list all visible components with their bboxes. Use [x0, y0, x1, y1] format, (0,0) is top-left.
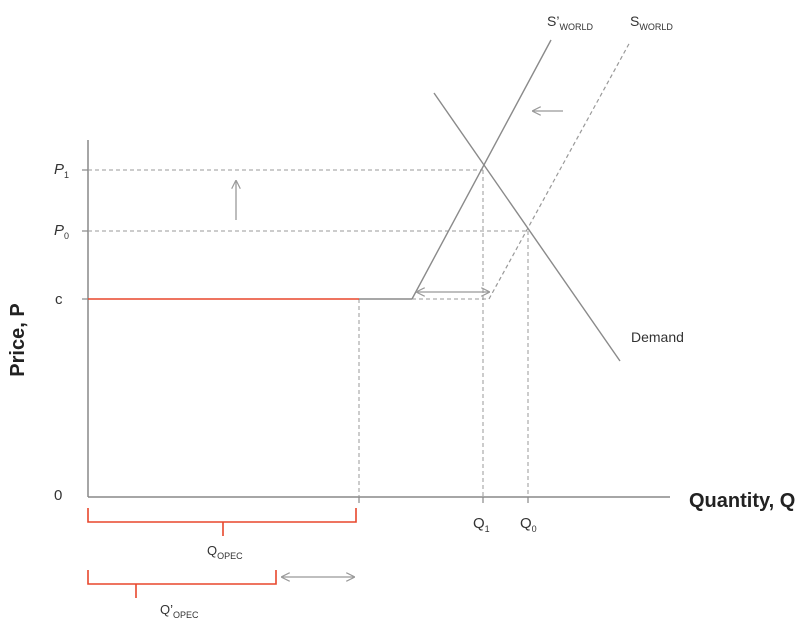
x-axis-title: Quantity, Q: [689, 490, 795, 512]
qopec-bracket: [87, 508, 357, 536]
qopec-new-bracket: [87, 570, 277, 598]
y-axis-title: Price, P: [7, 303, 29, 376]
origin-label: 0: [54, 487, 62, 504]
q0-label: Q0: [520, 515, 537, 534]
qopec-new-label: Q’OPEC: [160, 602, 199, 620]
c-label: c: [55, 291, 63, 308]
demand-curve: [433, 92, 621, 362]
q1-label: Q1: [473, 515, 490, 534]
supply-old-curve: [488, 41, 631, 300]
qopec-label: QOPEC: [207, 543, 243, 561]
supply-new-label: S’WORLD: [547, 13, 593, 32]
supply-new-curve: [411, 39, 552, 300]
supply-old-label: SWORLD: [630, 13, 673, 32]
p0-label: P0: [54, 222, 69, 241]
demand-label: Demand: [631, 329, 684, 345]
p1-label: P1: [54, 161, 69, 180]
